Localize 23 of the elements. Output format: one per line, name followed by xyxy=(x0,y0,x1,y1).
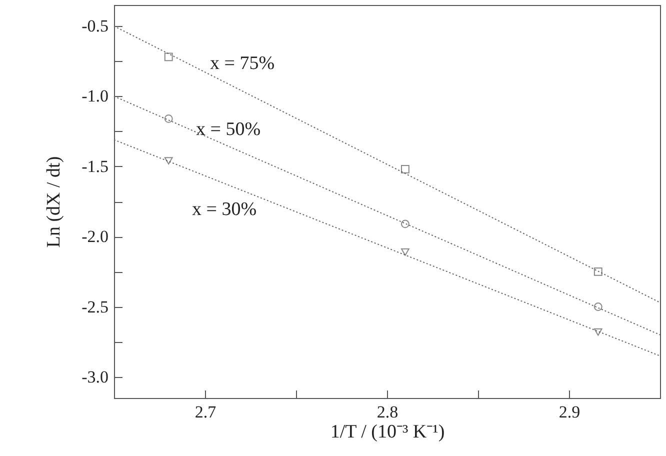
annotation: x = 75% xyxy=(210,53,275,74)
y-tick-label: -2.5 xyxy=(82,297,108,316)
point xyxy=(594,267,602,276)
point xyxy=(400,165,410,174)
annotation: x = 50% xyxy=(196,119,261,140)
y-tick-label: -2.0 xyxy=(82,227,108,246)
x-tick-label: 2.9 xyxy=(558,402,580,422)
point xyxy=(594,328,602,336)
x-tick-label: 2.7 xyxy=(194,402,217,422)
y-tick-label: -1.5 xyxy=(82,156,108,176)
point xyxy=(164,157,173,165)
y-tick-label: -0.5 xyxy=(82,16,108,36)
point xyxy=(400,220,410,228)
x-axis-title: 1/T / (10⁻³ K⁻¹) xyxy=(330,422,445,442)
point xyxy=(164,114,173,123)
y-tick-label: -3.0 xyxy=(82,367,108,386)
point xyxy=(400,248,410,256)
point xyxy=(164,52,173,62)
x-tick-label: 2.8 xyxy=(376,402,398,422)
point xyxy=(594,302,602,311)
annotation: x = 30% xyxy=(192,199,257,220)
y-axis-title: Ln (dX / dt) xyxy=(44,156,65,248)
y-tick-label: -1.0 xyxy=(82,86,108,106)
